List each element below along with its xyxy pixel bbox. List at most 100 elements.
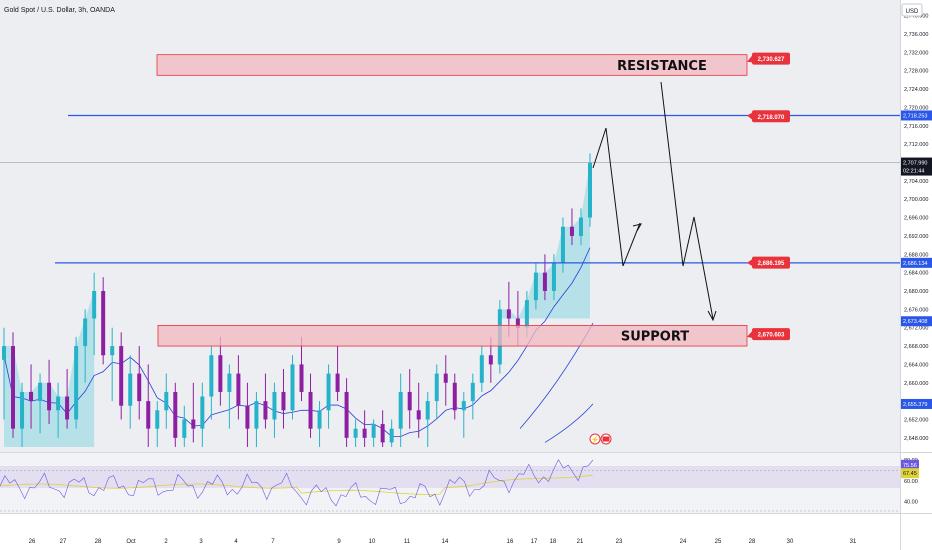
candle-body	[281, 391, 286, 411]
price-tick-label: 2,736.000	[904, 32, 928, 38]
time-tick-label: 31	[850, 539, 857, 545]
ma-axis-tag	[901, 316, 932, 327]
candle-body	[2, 346, 6, 360]
candle-body	[506, 309, 511, 319]
candles	[2, 153, 592, 447]
price-tag-label: 2,730.627	[758, 57, 785, 63]
rsi-tick-label: 40.00	[904, 500, 918, 506]
candle-body	[29, 391, 34, 402]
rsi-ma-label: 67.45	[903, 471, 917, 477]
rsi-tick-label: 60.00	[904, 479, 918, 485]
price-tick-label: 2,660.000	[904, 381, 928, 387]
level-axis-tag	[901, 257, 932, 268]
time-tick-label: 23	[616, 539, 623, 545]
price-tag-box	[752, 328, 790, 341]
candle-body	[263, 401, 268, 420]
projection-path-right	[660, 81, 714, 320]
ma-line-slow	[544, 403, 594, 443]
candle-body	[389, 428, 394, 443]
candle-body	[227, 373, 232, 392]
candle-body	[290, 364, 295, 411]
candle-body	[452, 382, 457, 411]
candle-body	[461, 401, 466, 411]
candle-body	[542, 272, 547, 291]
candle-body	[101, 290, 106, 356]
price-tags: 2,730.627 2,718.070 2,686.195 2,670.603	[747, 52, 790, 341]
price-tick-label: 2,692.000	[904, 234, 928, 240]
resistance-zone	[156, 54, 748, 76]
price-tick-label: 2,696.000	[904, 216, 928, 222]
candle-body	[74, 346, 79, 420]
time-tick-label: 10	[369, 539, 376, 545]
candle-body	[362, 428, 367, 438]
rsi-value-label: 75.56	[903, 463, 917, 469]
level-axis-tag-label: 2,686.134	[903, 261, 927, 267]
price-tick-label: 2,672.000	[904, 326, 928, 332]
candle-body	[11, 346, 16, 429]
time-tick-label: 7	[271, 539, 275, 545]
projection-arrows	[592, 81, 717, 322]
countdown-label: 02:21:44	[903, 169, 924, 175]
time-tick-label: 2	[164, 539, 168, 545]
price-tick-label: 2,720.000	[904, 105, 928, 111]
price-tag-box	[752, 110, 790, 123]
tag-pointer	[747, 112, 753, 121]
candle-body	[371, 424, 376, 438]
candle-body	[128, 373, 133, 406]
candle-body	[416, 410, 421, 420]
price-tag-box	[752, 52, 790, 65]
time-tick-label: 24	[680, 539, 687, 545]
price-tick-label: 2,664.000	[904, 362, 928, 368]
price-tick-label: 2,728.000	[904, 69, 928, 75]
time-tick-label: 27	[60, 539, 67, 545]
candle-body	[470, 382, 475, 402]
price-tick-label: 2,668.000	[904, 344, 928, 350]
candle-body	[119, 346, 124, 406]
candle-body	[254, 401, 259, 429]
ma-line-fast	[3, 247, 591, 437]
time-tick-label: 9	[337, 539, 341, 545]
candle-body	[173, 391, 178, 438]
ma-axis-tag-label: 2,673.408	[903, 319, 927, 325]
candle-body	[308, 391, 313, 429]
candle-body	[164, 391, 169, 411]
candle-body	[110, 346, 115, 356]
event-icons[interactable]: ⚡	[589, 433, 612, 445]
candle-body	[488, 355, 493, 365]
arrow-head-left	[632, 223, 643, 232]
price-tag-label: 2,686.195	[758, 261, 785, 267]
candle-body	[335, 373, 340, 392]
price-axis[interactable]: 2,740.000 2,736.000 2,732.000 2,728.000 2,72…	[901, 14, 932, 442]
tag-pointer	[747, 54, 753, 63]
price-tick-label: 2,712.000	[904, 142, 928, 148]
time-tick-label: 4	[234, 539, 238, 545]
rsi-line	[0, 458, 594, 507]
tag-pointer	[747, 258, 753, 267]
candle-body	[434, 373, 439, 402]
candle-body	[272, 391, 277, 420]
candle-body	[317, 410, 322, 429]
candle-body	[92, 290, 97, 319]
candle-body	[218, 355, 223, 392]
candle-body	[236, 373, 241, 406]
price-tag-label: 2,718.070	[758, 115, 785, 121]
time-axis[interactable]: 26 27 28 Oct 2 3 4 7 9 10 11 14 16 17 18 21 23 24 25 28 30 31	[29, 539, 857, 545]
candle-body	[146, 401, 151, 429]
price-tick-label: 2,680.000	[904, 289, 928, 295]
time-tick-label: 30	[787, 539, 794, 545]
price-tick-label: 2,716.000	[904, 124, 928, 130]
price-tick-label: 2,724.000	[904, 87, 928, 93]
candle-body	[245, 405, 250, 429]
candle-body	[65, 396, 70, 420]
candle-body	[479, 355, 484, 383]
rsi-band	[0, 466, 900, 488]
price-tick-label: 2,732.000	[904, 50, 928, 56]
time-tick-label: 28	[95, 539, 102, 545]
candle-body	[137, 373, 142, 402]
support-zone	[157, 325, 748, 347]
currency-button[interactable]	[901, 3, 923, 17]
candle-body	[299, 364, 304, 392]
current-price-tag	[901, 157, 932, 176]
